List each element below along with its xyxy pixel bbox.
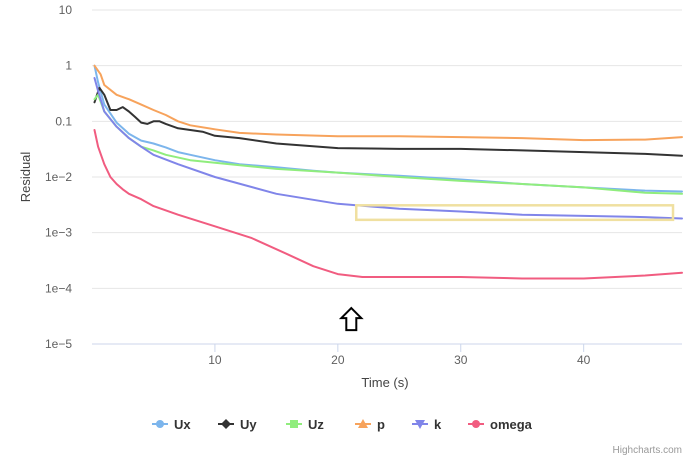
series-line-uz[interactable] [93, 93, 683, 195]
legend-marker-circle-icon [156, 420, 164, 428]
credits-label[interactable]: Highcharts.com [613, 445, 682, 456]
legend-marker-square-icon [290, 420, 298, 428]
y-tick-label: 1e−2 [45, 170, 72, 184]
legend-marker-circle-icon [472, 420, 480, 428]
legend-item-k[interactable]: k [412, 417, 442, 432]
y-axis-ticks: 1e−5 1e−4 1e−3 1e−2 0.1 1 10 [45, 3, 72, 351]
legend-label: Ux [174, 417, 191, 432]
annotations [338, 204, 675, 332]
legend-item-omega[interactable]: omega [468, 417, 533, 432]
legend-marker-triangle-icon [358, 419, 368, 428]
series-line-p[interactable] [93, 64, 683, 142]
legend-label: omega [490, 417, 533, 432]
legend-item-p[interactable]: p [355, 417, 385, 432]
y-tick-label: 1e−5 [45, 337, 72, 351]
series-line-omega[interactable] [93, 129, 683, 280]
legend-item-uy[interactable]: Uy [218, 417, 257, 432]
series-line-uy[interactable] [93, 86, 683, 157]
y-tick-label: 1e−4 [45, 281, 72, 295]
x-axis-ticks: 10 20 30 40 [208, 344, 591, 367]
legend: Ux Uy Uz p k omega [152, 417, 533, 432]
legend-item-ux[interactable]: Ux [152, 417, 191, 432]
y-axis-title: Residual [18, 152, 33, 203]
up-arrow-icon [338, 306, 364, 332]
legend-item-uz[interactable]: Uz [286, 417, 324, 432]
x-tick-label: 40 [577, 353, 591, 367]
y-tick-label: 1 [65, 59, 72, 73]
grid-lines [92, 9, 682, 345]
y-tick-label: 0.1 [55, 114, 72, 128]
x-tick-label: 20 [331, 353, 345, 367]
x-tick-label: 30 [454, 353, 468, 367]
legend-label: Uy [240, 417, 257, 432]
legend-marker-triangle-down-icon [415, 420, 425, 429]
series-line-k[interactable] [93, 77, 683, 220]
legend-label: k [434, 417, 442, 432]
x-tick-label: 10 [208, 353, 222, 367]
legend-marker-diamond-icon [221, 419, 231, 429]
x-axis-title: Time (s) [361, 375, 408, 390]
plot-series [93, 64, 683, 280]
legend-label: p [377, 417, 385, 432]
highlight-box [355, 204, 675, 222]
y-tick-label: 10 [59, 3, 73, 17]
y-tick-label: 1e−3 [45, 226, 72, 240]
legend-label: Uz [308, 417, 324, 432]
